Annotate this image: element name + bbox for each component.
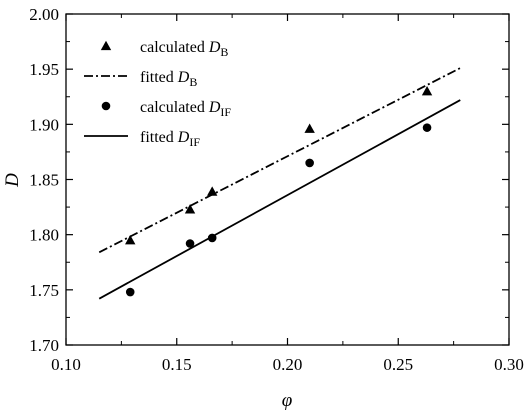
y-tick-label-5: 1.95 <box>29 60 59 79</box>
legend-label-var-2: D <box>208 99 221 116</box>
series-0-point-1 <box>184 204 196 214</box>
x-tick-label-2: 0.20 <box>273 355 303 374</box>
legend-symbol-2 <box>101 101 111 111</box>
x-tick-label-3: 0.25 <box>383 355 413 374</box>
x-tick-label-4: 0.30 <box>494 355 524 374</box>
legend-label-text-1: fitted <box>140 69 178 86</box>
legend-label-text-0: calculated <box>140 39 209 56</box>
legend-label-3: fitted DIF <box>140 129 200 149</box>
y-tick-label-1: 1.75 <box>29 281 59 300</box>
legend-label-var-3: D <box>177 129 190 146</box>
y-tick-label-0: 1.70 <box>29 336 59 355</box>
legend-label-sub-0: B <box>220 45 228 59</box>
tick-labels: 0.10 0.15 0.20 0.25 0.30 1.70 1.75 1.80 1.85 1.90… <box>29 5 524 374</box>
legend-label-text-3: fitted <box>140 129 178 146</box>
legend-symbol-0 <box>100 40 112 51</box>
legend-label-var-0: D <box>208 39 221 56</box>
x-axis-title: φ <box>282 390 293 411</box>
series-2-point-4 <box>422 123 432 132</box>
legend-label-var-1: D <box>177 69 190 86</box>
legend-label-0: calculated DB <box>140 39 228 59</box>
series-0-point-0 <box>125 234 136 245</box>
x-tick-label-1: 0.15 <box>162 355 192 374</box>
series-0-point-4 <box>421 86 433 96</box>
series-2-point-1 <box>185 239 195 248</box>
y-tick-label-4: 1.90 <box>29 115 59 134</box>
series-0-point-3 <box>304 123 315 133</box>
y-tick-label-2: 1.80 <box>29 226 59 245</box>
series-2-point-0 <box>125 287 135 297</box>
legend-label-sub-1: B <box>189 75 197 89</box>
series-0-point-2 <box>206 186 218 196</box>
series-layer <box>98 67 461 300</box>
series-1-line <box>98 67 461 254</box>
series-2-point-3 <box>305 158 314 168</box>
x-tick-label-0: 0.10 <box>51 355 81 374</box>
ticks <box>65 13 510 346</box>
series-3-line <box>98 99 461 300</box>
legend-label-sub-2: IF <box>220 105 231 119</box>
legend-label-sub-3: IF <box>189 135 200 149</box>
legend-label-text-2: calculated <box>140 99 209 116</box>
y-axis-title: D <box>2 173 23 188</box>
legend-label-1: fitted DB <box>140 69 197 89</box>
legend-label-2: calculated DIF <box>140 99 231 119</box>
y-tick-label-3: 1.85 <box>29 171 59 190</box>
y-tick-label-6: 2.00 <box>29 5 59 24</box>
